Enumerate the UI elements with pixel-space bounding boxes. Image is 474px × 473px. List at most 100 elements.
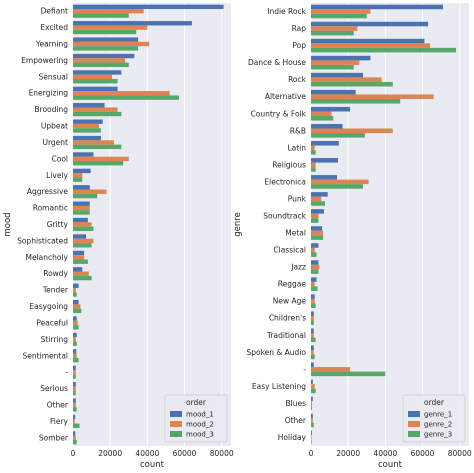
bar-mood_3: [73, 177, 83, 182]
bar-mood_3: [73, 144, 122, 150]
bar-mood_3: [73, 95, 179, 100]
bar-mood_3: [73, 46, 139, 51]
bar-mood_2: [73, 9, 144, 14]
bar-mood_2: [73, 25, 148, 30]
bar-genre_2: [311, 401, 312, 406]
bar-mood_3: [73, 439, 77, 445]
bar-mood_1: [73, 135, 101, 141]
bar-genre_1: [311, 72, 364, 78]
bar-mood_1: [73, 299, 79, 305]
bar-genre_1: [311, 277, 317, 282]
legend-box: [402, 394, 466, 443]
y-tick-label: Country & Folk: [251, 109, 307, 118]
bar-genre_1: [311, 260, 319, 265]
bar-mood_2: [73, 271, 89, 276]
bar-mood_3: [73, 357, 79, 363]
x-axis-label: count: [378, 460, 403, 470]
y-tick-label: R&B: [290, 126, 306, 135]
bar-mood_3: [73, 292, 77, 297]
bar-genre_2: [311, 230, 324, 236]
legend-title: order: [424, 398, 445, 407]
bar-mood_1: [73, 398, 76, 403]
bar-genre_2: [311, 281, 315, 287]
bar-genre_1: [311, 294, 315, 299]
bar-mood_1: [73, 168, 91, 174]
bar-mood_1: [73, 414, 76, 420]
bar-genre_3: [311, 337, 316, 343]
legend-swatch: [408, 411, 420, 417]
bar-mood_1: [73, 53, 135, 59]
bar-genre_2: [311, 213, 319, 219]
legend-swatch: [170, 431, 182, 437]
y-tick-label: Defiant: [41, 7, 68, 16]
y-tick-label: Easygoing: [29, 302, 68, 311]
bar-mood_3: [73, 341, 77, 346]
bar-genre_1: [311, 328, 314, 333]
y-tick-label: Yearning: [35, 40, 68, 49]
x-tick-label: 0: [71, 449, 76, 458]
bar-genre_1: [311, 4, 443, 10]
bar-genre_2: [311, 128, 393, 134]
y-tick-label: Reggae: [278, 280, 307, 289]
bar-mood_2: [73, 419, 75, 424]
y-tick-label: Children's: [269, 314, 306, 323]
legend: order genre_1 genre_2 genre_3: [402, 394, 466, 443]
bar-mood_1: [73, 119, 103, 124]
bar-genre_1: [311, 413, 313, 419]
bar-genre_3: [311, 13, 367, 19]
y-tick-label: Somber: [39, 433, 69, 442]
bar-genre_1: [311, 106, 351, 112]
bar-genre_2: [311, 111, 332, 117]
bar-genre_2: [311, 196, 322, 202]
bar-mood_2: [73, 205, 90, 211]
y-tick-label: Easy Listening: [252, 382, 306, 391]
y-tick-label: Sensual: [39, 72, 68, 81]
bar-genre_3: [311, 388, 316, 394]
bar-genre_3: [311, 405, 312, 411]
bar-mood_1: [73, 250, 85, 256]
x-tick-label: 20000: [98, 449, 122, 458]
bar-genre_2: [311, 332, 314, 338]
bar-mood_2: [73, 189, 107, 194]
bar-mood_2: [73, 386, 76, 391]
bar-genre_1: [311, 38, 425, 44]
bar-genre_1: [311, 243, 319, 248]
y-tick-label: Alternative: [265, 92, 307, 101]
bar-genre_1: [311, 175, 338, 180]
bar-genre_1: [311, 21, 429, 27]
bar-mood_1: [73, 316, 77, 321]
bar-mood_2: [73, 107, 118, 112]
bar-mood_1: [73, 283, 79, 288]
y-tick-label: Dance & House: [248, 58, 306, 67]
bar-mood_2: [73, 255, 85, 260]
y-tick-label: Energizing: [29, 89, 69, 98]
x-tick-label: 40000: [373, 449, 397, 458]
legend: order mood_1 mood_2 mood_3: [164, 394, 228, 443]
y-tick-label: Cool: [52, 154, 69, 163]
bar-mood_2: [73, 91, 170, 96]
y-tick-label: Classical: [273, 246, 306, 255]
bar-mood_2: [73, 369, 76, 375]
bar-mood_3: [73, 29, 137, 35]
y-tick-label: Metal: [285, 229, 306, 238]
bar-genre_3: [311, 422, 314, 428]
bar-mood_2: [73, 74, 113, 80]
y-tick-label: Sophisticated: [17, 236, 68, 245]
bar-mood_3: [73, 374, 76, 379]
bar-mood_3: [73, 325, 79, 330]
y-tick-label: Stirring: [41, 335, 69, 344]
bar-genre_2: [311, 43, 430, 48]
y-tick-label: Rock: [288, 75, 307, 84]
y-tick-label: Holiday: [278, 433, 307, 442]
bar-genre_1: [311, 55, 371, 61]
plot-area: [73, 3, 231, 446]
bar-mood_2: [73, 156, 129, 162]
bar-genre_1: [311, 362, 314, 368]
bar-genre_1: [311, 226, 323, 231]
y-tick-label: New Age: [273, 297, 307, 306]
y-tick-label: Rap: [292, 24, 307, 33]
bar-mood_2: [73, 173, 83, 178]
legend-entry: mood_3: [186, 431, 214, 439]
y-tick-label: Brooding: [34, 105, 68, 114]
legend-box: [164, 394, 228, 443]
